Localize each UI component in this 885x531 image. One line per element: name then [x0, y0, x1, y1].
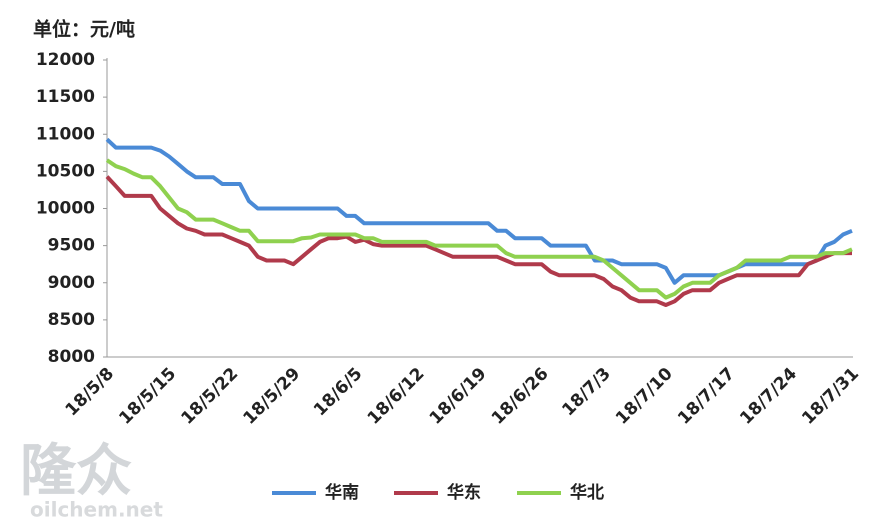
watermark-site: oilchem.net [30, 498, 163, 522]
y-tick-label: 11000 [36, 124, 95, 144]
y-tick-label: 12000 [36, 50, 95, 70]
y-tick-label: 10000 [36, 199, 95, 219]
watermark-logo: 隆众 [20, 439, 132, 504]
y-tick-label: 9500 [48, 236, 95, 256]
chart-title: 单位：元/吨 [33, 18, 135, 41]
x-tick-label: 18/7/17 [674, 364, 739, 429]
x-tick-label: 18/7/31 [798, 364, 863, 429]
legend-label: 华北 [570, 482, 604, 503]
x-tick-label: 18/5/22 [177, 364, 242, 429]
line-series [105, 175, 852, 307]
x-tick-label: 18/5/8 [62, 364, 118, 420]
y-tick-label: 9000 [48, 273, 95, 293]
y-tick-label: 10500 [36, 161, 95, 181]
x-tick-label: 18/7/10 [612, 364, 677, 429]
x-tick-label: 18/6/19 [426, 364, 491, 429]
y-tick-label: 8000 [48, 347, 95, 367]
x-tick-label: 18/7/24 [736, 364, 801, 429]
x-tick-label: 18/6/26 [488, 364, 553, 429]
x-tick-label: 18/5/15 [115, 364, 180, 429]
x-tick-label: 18/6/12 [364, 364, 429, 429]
legend-label: 华东 [447, 482, 481, 503]
y-tick-label: 8500 [48, 310, 95, 330]
x-tick-label: 18/5/29 [240, 364, 305, 429]
line-series [105, 158, 853, 300]
x-tick-label: 18/7/3 [558, 364, 614, 420]
line-series [105, 137, 853, 285]
y-tick-label: 11500 [36, 87, 95, 107]
x-tick-label: 18/6/5 [310, 364, 366, 420]
legend-label: 华南 [325, 482, 359, 503]
